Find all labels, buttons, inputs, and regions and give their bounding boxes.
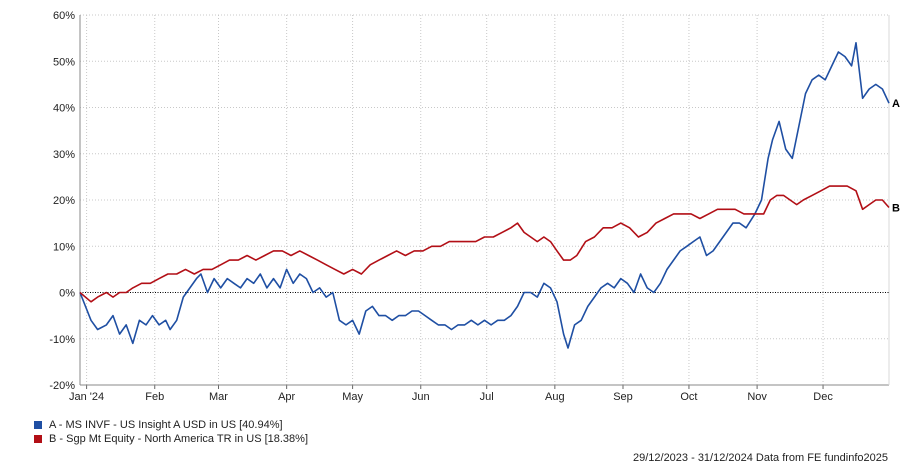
x-tick-label: Aug [545, 391, 565, 403]
y-tick-label: 10% [53, 241, 75, 253]
x-tick-label: Jul [480, 391, 494, 403]
legend-label-b: B - Sgp Mt Equity - North America TR in … [49, 433, 309, 445]
series-line-a [79, 41, 890, 349]
x-tick-label: Dec [813, 391, 833, 403]
legend-swatch-b [34, 435, 42, 443]
series-end-label-a: A [892, 98, 900, 110]
y-tick-label: -10% [49, 334, 75, 346]
x-tick-label: Feb [145, 391, 164, 403]
x-tick-label: Jun [412, 391, 430, 403]
series-end-label-b: B [892, 202, 900, 214]
x-tick-label: Oct [680, 391, 697, 403]
legend-label-a: A - MS INVF - US Insight A USD in US [40… [49, 419, 283, 431]
x-tick-label: May [342, 391, 363, 403]
y-tick-label: 0% [59, 288, 75, 300]
y-tick-label: 30% [53, 149, 75, 161]
legend-swatch-a [34, 421, 42, 429]
x-tick-label: Sep [613, 391, 633, 403]
y-tick-label: 60% [53, 10, 75, 22]
y-tick-label: 20% [53, 195, 75, 207]
legend-item-a: A - MS INVF - US Insight A USD in US [40… [34, 418, 308, 432]
x-tick-label: Jan '24 [69, 391, 104, 403]
x-tick-label: Apr [278, 391, 295, 403]
x-tick-label: Nov [747, 391, 767, 403]
x-tick-label: Mar [209, 391, 228, 403]
y-tick-label: 50% [53, 56, 75, 68]
plot-area [80, 15, 889, 385]
y-tick-label: -20% [49, 380, 75, 392]
y-tick-label: 40% [53, 103, 75, 115]
series-line-b [79, 185, 890, 303]
source-footer: 29/12/2023 - 31/12/2024 Data from FE fun… [632, 452, 888, 464]
legend: A - MS INVF - US Insight A USD in US [40… [34, 418, 308, 446]
legend-item-b: B - Sgp Mt Equity - North America TR in … [34, 432, 308, 446]
